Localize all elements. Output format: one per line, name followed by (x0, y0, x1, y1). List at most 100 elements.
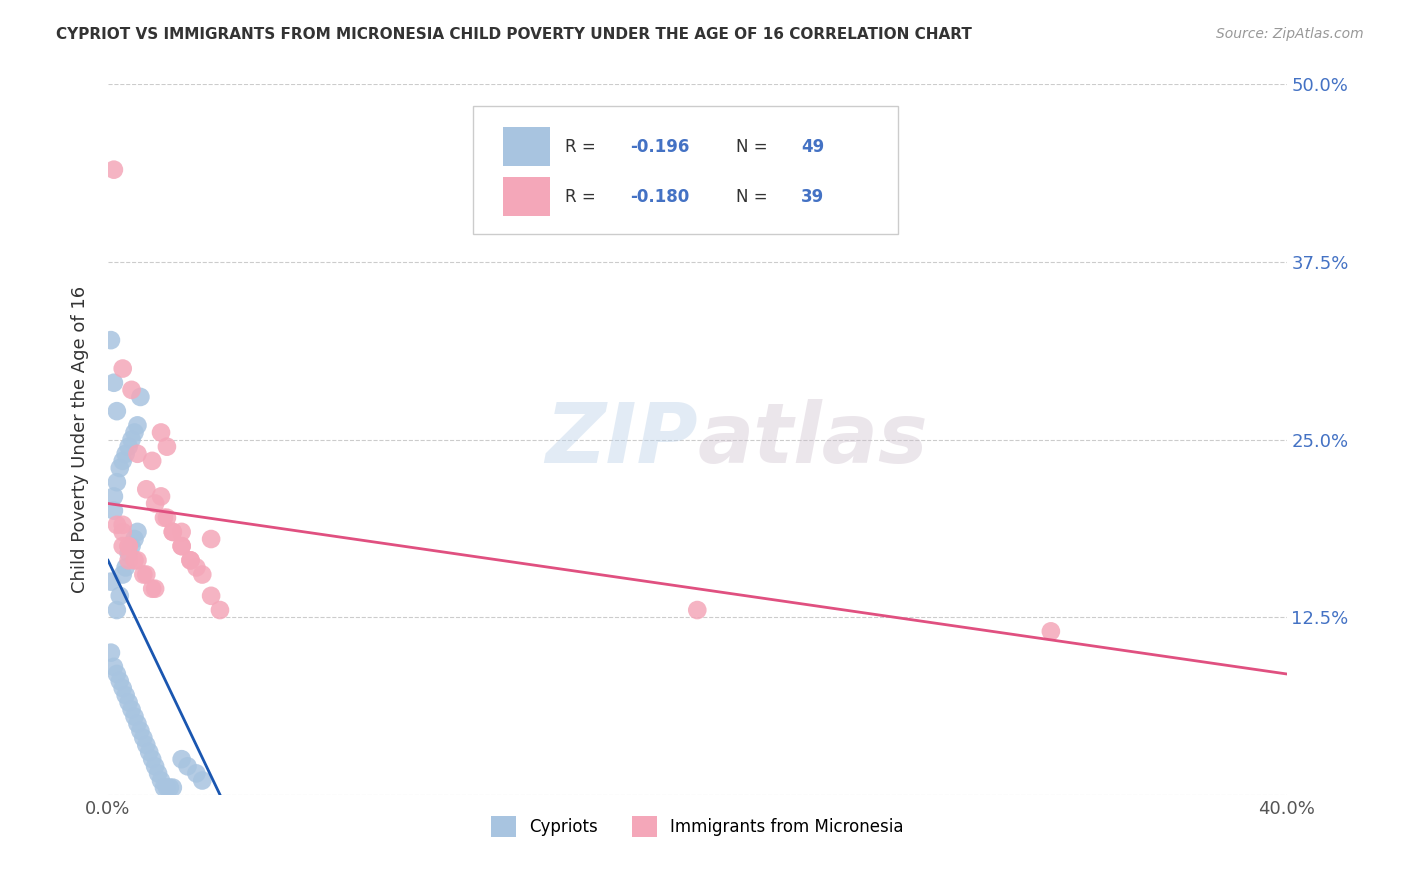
Point (105, 603, 128, 617)
Point (117, 440, 139, 454)
Point (127, 553, 149, 567)
Point (141, 454, 163, 468)
Text: atlas: atlas (697, 399, 928, 480)
Point (121, 383, 143, 397)
Point (121, 539, 143, 553)
Point (105, 404, 128, 418)
Point (124, 425, 146, 440)
Point (159, 780, 181, 795)
Point (117, 546, 139, 560)
Text: CYPRIOT VS IMMIGRANTS FROM MICRONESIA CHILD POVERTY UNDER THE AGE OF 16 CORRELAT: CYPRIOT VS IMMIGRANTS FROM MICRONESIA CH… (56, 27, 972, 42)
Point (129, 723, 152, 738)
Point (105, 667, 128, 681)
Point (114, 688, 136, 702)
Point (170, 524, 193, 539)
Point (127, 447, 149, 461)
Point (111, 454, 134, 468)
Point (103, 376, 125, 390)
Point (156, 510, 179, 524)
Point (114, 560, 136, 574)
FancyBboxPatch shape (474, 106, 897, 234)
Text: -0.180: -0.180 (630, 187, 689, 206)
Point (111, 524, 134, 539)
Point (103, 162, 125, 177)
Point (135, 483, 157, 497)
Text: 49: 49 (801, 138, 824, 156)
Point (108, 589, 131, 603)
Point (153, 510, 176, 524)
Point (127, 716, 149, 731)
Text: -0.196: -0.196 (630, 138, 689, 156)
Point (124, 709, 146, 723)
Point (117, 553, 139, 567)
Point (208, 603, 231, 617)
Point (111, 681, 134, 695)
Point (162, 524, 184, 539)
Point (100, 646, 122, 660)
Text: N =: N = (737, 138, 773, 156)
Point (108, 461, 131, 475)
Point (135, 738, 157, 752)
Point (132, 731, 155, 745)
Point (150, 773, 173, 788)
Point (156, 780, 179, 795)
Legend: Cypriots, Immigrants from Micronesia: Cypriots, Immigrants from Micronesia (485, 810, 910, 843)
Point (105, 517, 128, 532)
Point (143, 759, 166, 773)
Point (186, 560, 208, 574)
Point (162, 524, 184, 539)
Text: Source: ZipAtlas.com: Source: ZipAtlas.com (1216, 27, 1364, 41)
Text: R =: R = (565, 138, 602, 156)
Point (686, 603, 709, 617)
Point (108, 674, 131, 689)
Point (111, 539, 134, 553)
Point (200, 532, 222, 546)
Point (153, 780, 176, 795)
Text: N =: N = (737, 187, 773, 206)
Point (156, 440, 179, 454)
Point (186, 766, 208, 780)
Point (100, 333, 122, 347)
Point (121, 702, 143, 716)
Point (141, 582, 163, 596)
Point (127, 418, 149, 433)
Point (141, 752, 163, 766)
Point (100, 574, 122, 589)
Point (143, 496, 166, 510)
Point (114, 447, 136, 461)
Point (143, 582, 166, 596)
Point (117, 539, 139, 553)
Point (150, 425, 173, 440)
Point (150, 489, 173, 503)
Point (121, 433, 143, 447)
Point (170, 752, 193, 766)
Point (124, 532, 146, 546)
Point (117, 695, 139, 709)
FancyBboxPatch shape (503, 177, 550, 216)
Point (103, 660, 125, 674)
Text: 39: 39 (801, 187, 824, 206)
Point (111, 361, 134, 376)
Point (162, 780, 184, 795)
Point (124, 553, 146, 567)
Y-axis label: Child Poverty Under the Age of 16: Child Poverty Under the Age of 16 (72, 286, 89, 593)
Point (176, 759, 198, 773)
Point (117, 539, 139, 553)
Text: R =: R = (565, 187, 602, 206)
Point (170, 539, 193, 553)
Point (135, 567, 157, 582)
Point (170, 539, 193, 553)
Text: ZIP: ZIP (544, 399, 697, 480)
Point (1039, 624, 1062, 639)
Point (103, 503, 125, 517)
Point (103, 489, 125, 503)
Point (179, 553, 201, 567)
Point (105, 475, 128, 490)
FancyBboxPatch shape (503, 127, 550, 166)
Point (127, 524, 149, 539)
Point (129, 390, 152, 404)
Point (111, 517, 134, 532)
Point (191, 773, 214, 788)
Point (200, 589, 222, 603)
Point (146, 766, 169, 780)
